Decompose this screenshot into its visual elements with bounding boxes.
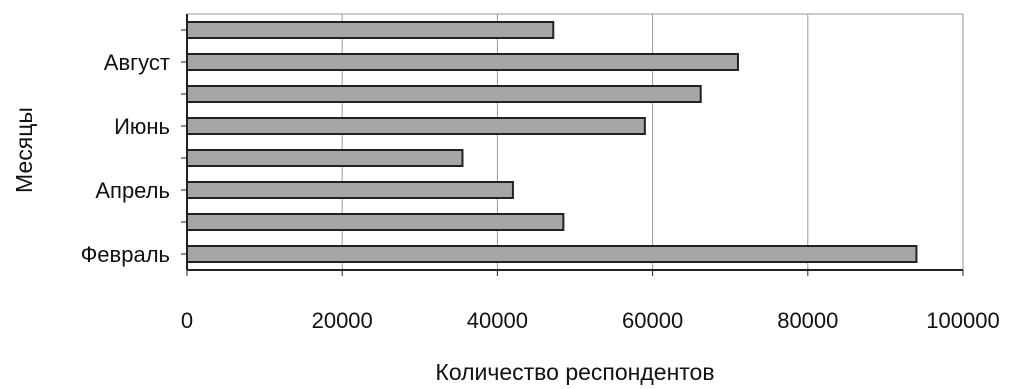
- labels: 0 20000 40000 60000 80000 100000 Февраль Апрель…: [81, 50, 1000, 333]
- bar: [186, 181, 514, 199]
- x-tick-label: 40000: [467, 308, 528, 333]
- bar: [186, 245, 918, 263]
- bar: [186, 21, 555, 39]
- bar: [186, 53, 739, 71]
- y-tick-label: Февраль: [81, 242, 170, 267]
- bar: [186, 149, 464, 167]
- x-axis-title: Количество респондентов: [435, 359, 714, 385]
- x-tick-label: 80000: [777, 308, 838, 333]
- y-tick-label: Июнь: [114, 114, 170, 139]
- bar: [186, 117, 646, 135]
- bar: [186, 213, 565, 231]
- x-tick-label: 60000: [622, 308, 683, 333]
- y-tick-label: Апрель: [95, 178, 170, 203]
- bars: [186, 21, 918, 263]
- x-tick-label: 20000: [312, 308, 373, 333]
- gridlines: [341, 14, 964, 270]
- y-tick-label: Август: [104, 50, 170, 75]
- bar: [186, 85, 702, 103]
- axes: [181, 13, 964, 276]
- x-tick-label: 100000: [926, 308, 999, 333]
- y-axis-title: Месяцы: [11, 107, 37, 193]
- x-tick-label: 0: [181, 308, 193, 333]
